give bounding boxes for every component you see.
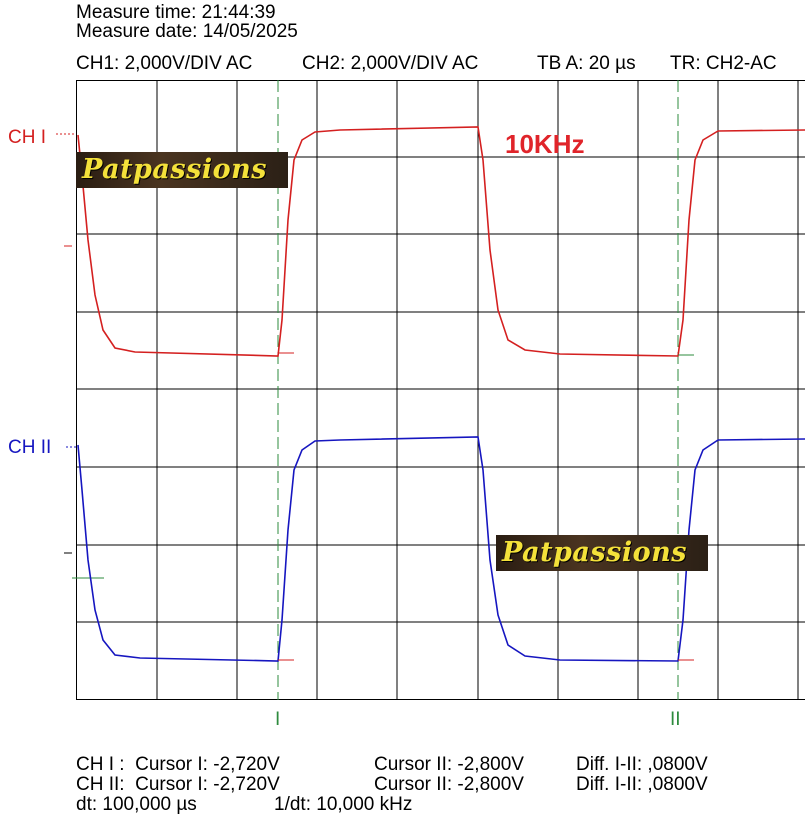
readout-cell: CH I : Cursor I: -2,720V: [76, 754, 280, 775]
readout-cell: Cursor II: -2,800V: [374, 774, 524, 795]
readout-cell: CH II: Cursor I: -2,720V: [76, 774, 280, 795]
timebase: TB A: 20 µs: [537, 53, 636, 74]
frequency-annotation: 10KHz: [505, 129, 585, 159]
ch1-setting: CH1: 2,000V/DIV AC: [76, 53, 253, 74]
measure-date: Measure date: 14/05/2025: [76, 21, 298, 42]
readout-cell: Diff. I-II: ,0800V: [576, 754, 708, 775]
readout-cell: Cursor II: -2,800V: [374, 754, 524, 775]
dt-readout: dt: 100,000 µs: [76, 794, 197, 815]
cursor-label: II: [670, 709, 681, 730]
readout-cell: Diff. I-II: ,0800V: [576, 774, 708, 795]
freq-readout: 1/dt: 10,000 kHz: [274, 794, 413, 815]
ch2-setting: CH2: 2,000V/DIV AC: [302, 53, 479, 74]
ch1-label: CH I: [8, 127, 46, 148]
watermark: Patpassions: [496, 535, 708, 571]
plot-frame: [76, 80, 805, 700]
cursor-label: I: [275, 709, 281, 730]
ch1-trace: [77, 126, 805, 357]
cursor-ticks: [278, 352, 694, 661]
measure-time: Measure time: 21:44:39: [76, 2, 276, 23]
watermark: Patpassions: [76, 152, 288, 188]
trigger: TR: CH2-AC: [670, 53, 777, 74]
ch2-trace: [77, 436, 805, 662]
ch2-label: CH II: [8, 437, 52, 458]
